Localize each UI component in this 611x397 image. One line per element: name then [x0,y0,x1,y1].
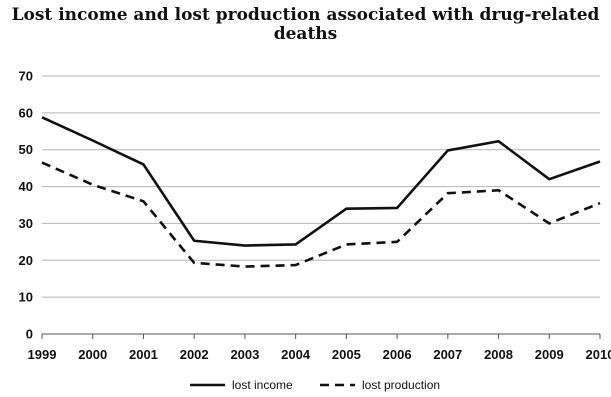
x-axis-ticks: 1999 2000 2001 2002 2003 2004 2005 2006 2007 2008… [28,334,611,362]
legend-label: lost income [232,378,293,392]
y-tick-label: 20 [19,253,33,268]
legend-label: lost production [362,378,440,392]
series-lines [41,116,601,268]
x-tick-label: 2009 [535,347,564,362]
y-tick-label: 30 [19,216,33,231]
chart-title: Lost income and lost production associat… [0,6,611,44]
x-tick-label: 2006 [383,347,412,362]
y-tick-label: 0 [26,327,33,342]
y-tick-label: 60 [19,105,33,120]
x-tick-label: 2010 [586,347,611,362]
x-tick-label: 2004 [281,347,311,362]
chart-title-line-2: deaths [273,24,338,44]
series-line-lost-income [41,116,601,247]
x-tick-label: 2003 [230,347,259,362]
x-tick-label: 2005 [332,347,361,362]
chart-title-line-1: Lost income and lost production associat… [11,5,600,25]
gridlines [42,75,600,335]
series-line-lost-production [41,161,601,268]
y-tick-label: 10 [19,290,33,305]
legend: lost income lost production [190,378,440,392]
x-tick-label: 2002 [180,347,209,362]
y-tick-label: 50 [19,142,33,157]
y-tick-label: 40 [19,179,33,194]
x-tick-label: 2007 [433,347,462,362]
x-tick-label: 2000 [78,347,107,362]
x-tick-label: 1999 [28,347,57,362]
x-tick-label: 2008 [484,347,513,362]
y-tick-label: 70 [19,69,33,84]
y-axis-ticks: 0 10 20 30 40 50 60 70 [19,69,33,342]
x-tick-label: 2001 [129,347,158,362]
